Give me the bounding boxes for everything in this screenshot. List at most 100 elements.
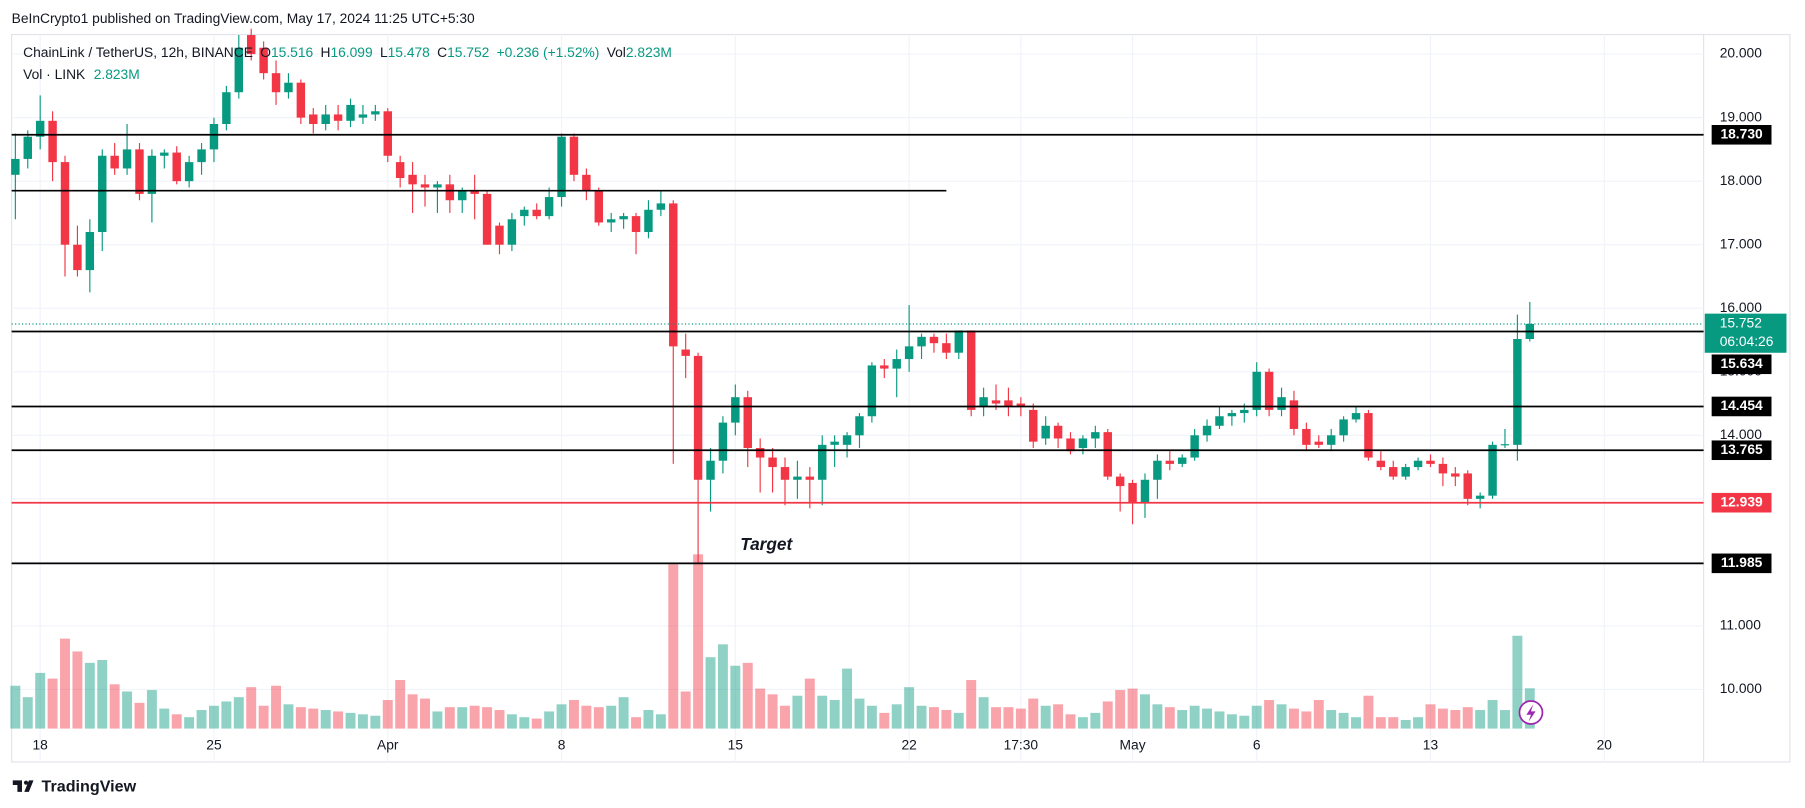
volume-bar (606, 705, 617, 729)
candle-body (532, 209, 541, 217)
volume-bar (134, 702, 145, 729)
ohlc-value: 15.478 (388, 44, 431, 60)
volume-bar (308, 708, 319, 729)
y-tick-label: 10.000 (1720, 680, 1763, 696)
volume-bar (879, 712, 890, 729)
ohlc-label: L (380, 44, 388, 60)
candle-body (1438, 463, 1448, 474)
x-tick-label: 22 (901, 736, 916, 752)
volume-bar (829, 700, 840, 729)
candle-body (780, 467, 790, 480)
candle-body (85, 231, 95, 271)
x-tick-label: 8 (558, 736, 566, 752)
volume-bar (1127, 688, 1138, 729)
volume-bar (680, 691, 691, 729)
change: +0.236 (+1.52%) (497, 44, 600, 60)
candle-body (1029, 409, 1038, 442)
volume-bar (519, 717, 530, 729)
volume-bar (1239, 715, 1250, 729)
candle-body (184, 162, 194, 182)
candle-body (569, 136, 579, 175)
volume-bar (146, 690, 157, 729)
volume-bar (966, 680, 977, 729)
alert-bolt[interactable] (1526, 704, 1536, 722)
symbol: ChainLink / TetherUS, 12h, BINANCE (23, 44, 253, 60)
candle-body (731, 397, 740, 423)
current-price-label: 15.752 (1720, 315, 1762, 331)
candle-body (296, 82, 306, 118)
candle-body (1153, 460, 1162, 480)
volume-bar (1053, 704, 1064, 729)
candle-body (259, 47, 268, 74)
candle-body (333, 114, 343, 121)
volume-bar (1500, 710, 1510, 729)
candle-body (644, 209, 653, 232)
candle-body (594, 190, 604, 223)
volume-bar (271, 685, 282, 729)
volume-bar (804, 678, 815, 729)
grid (11, 34, 1704, 762)
volume-bar (122, 691, 133, 729)
candle-body (1351, 413, 1361, 420)
candle-body (507, 219, 517, 245)
candle-body (35, 120, 45, 137)
volume-bar (780, 705, 790, 729)
volume-bar (370, 715, 381, 729)
volume-legend: Vol · LINK 2.823M (23, 65, 140, 81)
volume-bar (978, 697, 989, 729)
candle-body (271, 73, 281, 93)
volume-bar (345, 712, 356, 729)
candle-body (60, 162, 70, 245)
y-tick-label: 11.000 (1720, 617, 1762, 633)
volume-bar (866, 705, 877, 729)
candle-body (98, 155, 107, 232)
candle-body (420, 184, 430, 188)
volume-bar (668, 564, 679, 729)
level-label-box (1711, 125, 1772, 145)
x-tick-label: 6 (1253, 736, 1261, 752)
candle-body (1066, 438, 1075, 452)
y-tick-label: 14.000 (1720, 426, 1763, 442)
candle-body (1500, 444, 1510, 446)
candle-body (582, 174, 591, 191)
x-tick-label: 20 (1597, 736, 1613, 752)
level-label: 13.765 (1720, 441, 1763, 457)
volume-bar (1363, 695, 1374, 729)
volume-bar (1425, 704, 1436, 729)
volume-bar (233, 697, 244, 729)
volume-bar (1450, 710, 1461, 729)
volume-bar (953, 712, 964, 729)
candle-body (147, 155, 157, 194)
y-tick-label: 20.000 (1720, 45, 1763, 61)
candle-body (681, 349, 690, 356)
level-label-box (1711, 354, 1772, 375)
ohlc-value: 16.099 (330, 44, 373, 60)
candle-body (1364, 413, 1373, 458)
volume-bar (420, 698, 430, 729)
candle-body (966, 330, 976, 410)
volume-bar (246, 687, 257, 729)
volume-bar (10, 685, 21, 729)
candle-body (693, 355, 703, 480)
volume-bar (581, 705, 592, 729)
candle-body (1202, 425, 1212, 436)
candle-body (656, 203, 666, 210)
volume-bar (1264, 700, 1275, 729)
volume-bar (22, 697, 33, 729)
level-label-box (1711, 396, 1772, 417)
candle-body (1103, 432, 1112, 477)
volume-bar (1413, 717, 1424, 729)
volume-bar (1326, 710, 1337, 729)
candle-body (1339, 419, 1348, 436)
volume-value: 2.823M (626, 44, 672, 60)
volume-bar (1140, 694, 1150, 729)
candle-body (110, 155, 119, 169)
candle-body (122, 149, 132, 169)
volume-bar (730, 665, 741, 729)
volume-bar (742, 662, 753, 729)
alert-icon[interactable] (1518, 700, 1544, 725)
volume-bar (1028, 698, 1039, 729)
volume-bar (928, 707, 939, 729)
candle-layer (11, 28, 1535, 563)
